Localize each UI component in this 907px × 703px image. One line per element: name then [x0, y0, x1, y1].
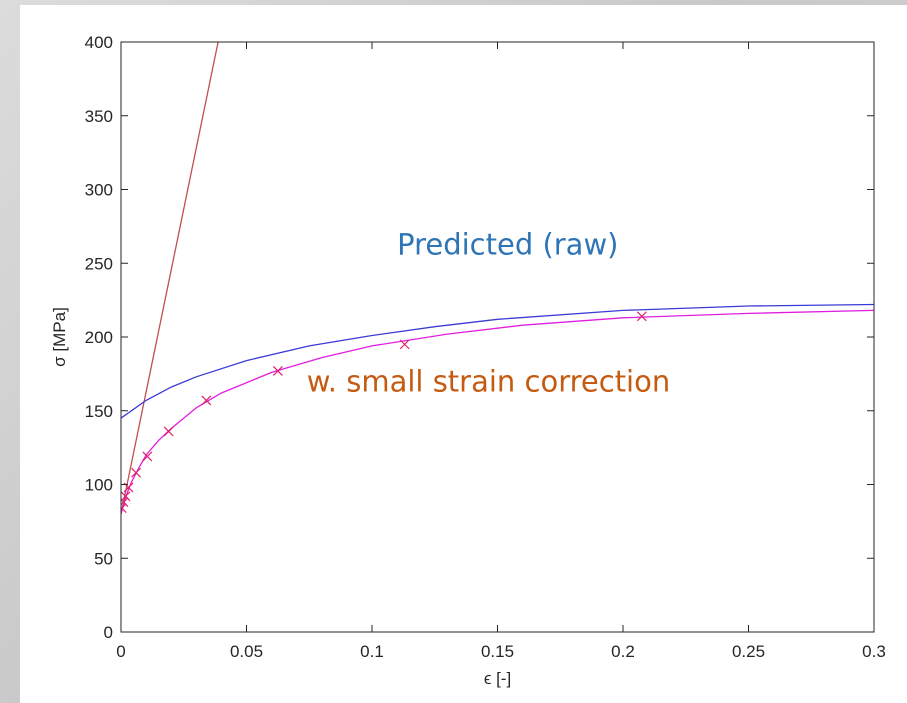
x-tick-label: 0.25	[732, 642, 765, 661]
data-point-marker	[163, 426, 174, 437]
x-tick-label: 0.1	[360, 642, 384, 661]
y-tick-label: 150	[85, 402, 113, 421]
plot-card: 0 0.05 0.1 0.15 0.2 0.25 0.3 0 50 100 150 200 250 300…	[20, 5, 907, 703]
data-point-marker	[121, 503, 127, 514]
annotation-label: w. small strain correction	[307, 365, 671, 399]
annotations: Predicted (raw) w. small strain correctio…	[307, 227, 671, 398]
data-point-marker	[636, 311, 647, 322]
x-axis-label: ϵ [-]	[484, 669, 511, 688]
y-tick-label: 50	[94, 549, 113, 568]
data-point-marker	[272, 366, 283, 376]
y-tick-label: 0	[104, 623, 113, 642]
x-tick-label: 0.2	[611, 642, 635, 661]
y-tick-label: 350	[85, 107, 113, 126]
y-tick-label: 200	[85, 328, 113, 347]
x-tick-label: 0.15	[481, 642, 514, 661]
y-tick-label: 100	[85, 476, 113, 495]
series-line-2	[121, 309, 874, 515]
x-tick-label: 0	[116, 642, 125, 661]
y-tick-label: 300	[85, 181, 113, 200]
data-point-marker	[121, 497, 129, 508]
axes-box	[120, 41, 875, 633]
annotation-label: Predicted (raw)	[397, 227, 618, 261]
data-point-marker	[121, 491, 131, 502]
series-line-0	[121, 42, 219, 515]
series-line-1	[121, 303, 874, 419]
y-tick-label: 250	[85, 254, 113, 273]
axis-ticks: 0 0.05 0.1 0.15 0.2 0.25 0.3 0 50 100 150 200 250 300…	[85, 33, 886, 661]
data-point-marker	[399, 339, 410, 350]
data-point-marker	[201, 395, 212, 406]
data-point-marker	[142, 451, 153, 462]
y-tick-label: 400	[85, 33, 113, 52]
x-tick-label: 0.05	[230, 642, 263, 661]
y-axis-label: σ [MPa]	[50, 307, 69, 367]
chart-marks	[121, 42, 874, 515]
x-tick-label: 0.3	[862, 642, 886, 661]
stress-strain-chart: 0 0.05 0.1 0.15 0.2 0.25 0.3 0 50 100 150 200 250 300…	[50, 33, 886, 688]
data-point-marker	[131, 467, 141, 478]
